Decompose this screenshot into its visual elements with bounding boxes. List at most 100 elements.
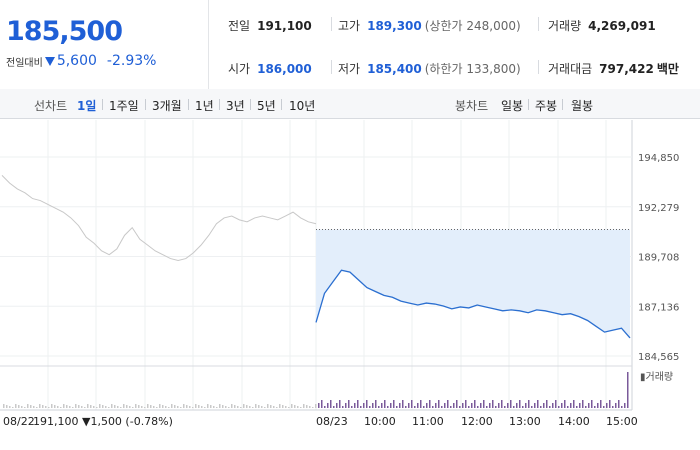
volume-bar (582, 400, 584, 408)
volume-bar (525, 403, 527, 408)
volume-bar (435, 403, 437, 408)
x-tick-label: 08/23 (316, 415, 348, 428)
volume-bar (561, 403, 563, 408)
change-value: 5,600 (56, 53, 97, 69)
volume-bar (228, 407, 230, 408)
tab-monthly[interactable]: 월봉 (571, 99, 594, 113)
volume-bar (87, 404, 89, 408)
volume-bar (231, 404, 233, 408)
volume-bar (456, 400, 458, 408)
tab-3month[interactable]: 3개월 (152, 99, 182, 113)
volume-bar (546, 400, 548, 408)
volume-bar (57, 406, 59, 408)
volume-bar (264, 407, 266, 408)
volume-bar (417, 403, 419, 408)
volume-bar (336, 403, 338, 408)
volume-bar (405, 406, 407, 408)
price-box: 185,500 전일대비 5,600 -2.93% (0, 0, 209, 89)
volume-bar (441, 406, 443, 408)
volume-bar (300, 407, 302, 408)
volume-bar (168, 407, 170, 408)
volume-bar (129, 406, 131, 408)
volume-bar (423, 406, 425, 408)
volume-bar (549, 406, 551, 408)
volume-bar (126, 405, 128, 408)
tab-daily[interactable]: 일봉 (501, 99, 524, 113)
volume-bar (450, 406, 452, 408)
tab-10year[interactable]: 10년 (289, 99, 316, 113)
volume-bar (171, 404, 173, 408)
volume-bar (390, 403, 392, 408)
volume-bar (246, 405, 248, 408)
amount-unit: 백만 (656, 62, 679, 76)
volume-label: 거래량 (548, 19, 582, 33)
volume-bar (132, 407, 134, 408)
y-tick-label: 187,136 (638, 302, 679, 313)
volume-bar (543, 403, 545, 408)
divider (102, 99, 103, 110)
volume-bar (453, 403, 455, 408)
volume-bar (72, 407, 74, 408)
low-label: 저가 (338, 62, 361, 76)
volume-bar (552, 403, 554, 408)
change-label: 전일대비 (6, 57, 43, 69)
volume-bar (138, 405, 140, 408)
volume-bar (183, 404, 185, 408)
volume-bar (195, 404, 197, 408)
volume-bar (324, 406, 326, 408)
volume-bar (84, 407, 86, 408)
volume-bar (21, 406, 23, 408)
volume-bar (90, 405, 92, 408)
down-triangle-icon (44, 56, 55, 66)
tab-1year[interactable]: 1년 (195, 99, 214, 113)
volume-bar (618, 400, 620, 408)
volume-bar (345, 403, 347, 408)
volume-bar (18, 405, 20, 408)
volume-bar (24, 407, 26, 408)
divider (528, 99, 529, 110)
volume-bar (387, 406, 389, 408)
volume-bar (6, 405, 8, 408)
tab-1day[interactable]: 1일 (77, 99, 97, 113)
volume-bar (621, 406, 623, 408)
volume-bar (588, 403, 590, 408)
volume-bar (306, 405, 308, 408)
volume-bar (576, 406, 578, 408)
volume-bar (261, 406, 263, 408)
volume-bar (111, 404, 113, 408)
divider (562, 99, 563, 110)
volume-bar (408, 403, 410, 408)
volume-bar (348, 400, 350, 408)
volume-bar (225, 406, 227, 408)
volume-bar (471, 403, 473, 408)
volume-bar (279, 404, 281, 408)
below-prev-close-area (316, 229, 630, 338)
volume-bar (372, 403, 374, 408)
volume-bar (153, 406, 155, 408)
tab-weekly[interactable]: 주봉 (535, 99, 558, 113)
volume-bar (534, 403, 536, 408)
volume-bar (375, 400, 377, 408)
volume-bar (321, 400, 323, 408)
volume-bar (594, 406, 596, 408)
tab-5year[interactable]: 5년 (257, 99, 276, 113)
volume-bar (99, 404, 101, 408)
volume-bar (411, 400, 413, 408)
divider (281, 99, 282, 110)
volume-bar (357, 400, 359, 408)
volume-bar (60, 407, 62, 408)
volume-bar (96, 407, 98, 408)
volume-bar (207, 404, 209, 408)
volume-bar (426, 403, 428, 408)
tab-1week[interactable]: 1주일 (109, 99, 139, 113)
volume-bar (309, 406, 311, 408)
volume-bar (282, 405, 284, 408)
prev-close-value: 191,100 (257, 19, 312, 33)
volume-bar (438, 400, 440, 408)
prev-day-line (1, 175, 317, 262)
volume-bar (396, 406, 398, 408)
tab-3year[interactable]: 3년 (226, 99, 245, 113)
volume-bar (3, 404, 5, 408)
open: 시가 186,000 (228, 60, 312, 77)
